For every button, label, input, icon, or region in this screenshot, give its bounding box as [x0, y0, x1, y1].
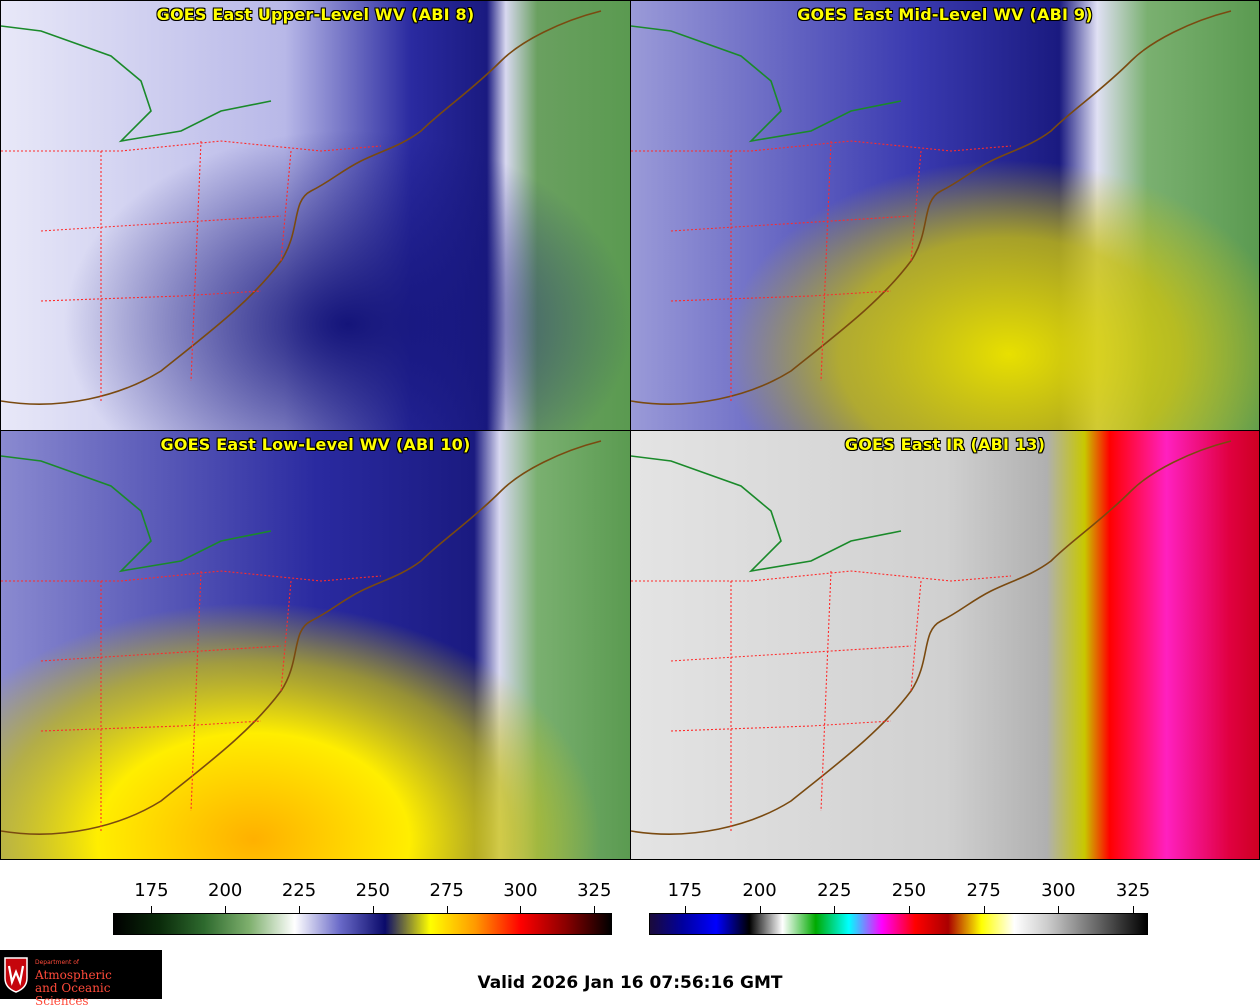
international-border-path: [631, 455, 902, 573]
colorbar-tick-mark: [594, 906, 596, 913]
international-border-path: [1, 455, 272, 573]
panel-title: GOES East Low-Level WV (ABI 10): [160, 435, 471, 454]
state-borders-path: [631, 140, 1012, 401]
logo-dept: Department of: [35, 959, 79, 966]
colorbar-tick-mark: [684, 906, 686, 913]
map-panel-mid-wv: GOES East Mid-Level WV (ABI 9): [630, 0, 1260, 431]
uw-shield-icon: [4, 957, 28, 993]
map-panel-ir: GOES East IR (ABI 13): [630, 430, 1260, 860]
colorbar-tick-label: 225: [817, 880, 852, 901]
aos-logo: Department of Atmospheric and Oceanic Sc…: [0, 950, 162, 1008]
colorbar-tick-mark: [299, 906, 301, 913]
colorbar-tick-mark: [225, 906, 227, 913]
coastline-path: [1, 440, 602, 835]
valid-time: Valid 2026 Jan 16 07:56:16 GMT: [477, 973, 783, 993]
panel-title: GOES East Mid-Level WV (ABI 9): [797, 5, 1093, 24]
colorbar-tick-label: 225: [281, 880, 317, 901]
colorbar-tick-mark: [1058, 906, 1060, 913]
logo-line1: Atmospheric: [35, 968, 112, 982]
coastline-path: [1, 10, 602, 405]
colorbar-tick-label: 325: [1115, 880, 1151, 901]
colorbar-tick-mark: [372, 906, 374, 913]
colorbar-wv-ticks: 175 200 225 250 275 300 325: [113, 880, 612, 913]
map-panel-upper-wv: GOES East Upper-Level WV (ABI 8): [0, 0, 631, 431]
colorbar-tick-mark: [151, 906, 153, 913]
colorbar-tick-label: 175: [134, 880, 169, 901]
colorbar-tick-label: 200: [208, 880, 243, 901]
colorbar-ir-ticks: 175 200 225 250 275 300 325: [649, 880, 1151, 913]
colorbar-tick-label: 250: [891, 880, 927, 901]
state-borders-path: [1, 140, 382, 401]
panel-title: GOES East Upper-Level WV (ABI 8): [156, 5, 475, 24]
mid-wv-imagery: [631, 1, 1259, 430]
colorbar-tick-label: 200: [742, 880, 777, 901]
colorbar-tick-label: 325: [577, 880, 612, 901]
colorbar-tick-mark: [908, 906, 910, 913]
panel-title: GOES East IR (ABI 13): [844, 435, 1046, 454]
coastline-path: [631, 440, 1232, 835]
low-wv-imagery: [1, 431, 630, 859]
colorbar-tick-mark: [759, 906, 761, 913]
colorbar-tick-mark: [983, 906, 985, 913]
upper-wv-imagery: [1, 1, 630, 430]
international-border-path: [631, 25, 902, 143]
colorbar-tick-label: 275: [429, 880, 464, 901]
international-border-path: [1, 25, 272, 143]
colorbar-tick-label: 300: [503, 880, 538, 901]
colorbar-tick-mark: [834, 906, 836, 913]
state-borders-path: [631, 570, 1012, 831]
colorbar-tick-label: 250: [355, 880, 391, 901]
map-panel-low-wv: GOES East Low-Level WV (ABI 10): [0, 430, 631, 860]
ir-imagery: [631, 431, 1259, 859]
colorbar-tick-label: 300: [1041, 880, 1076, 901]
colorbar-tick-mark: [446, 906, 448, 913]
state-borders-path: [1, 570, 382, 831]
colorbar-ir: [649, 913, 1148, 935]
coastline-path: [631, 10, 1232, 405]
colorbar-tick-label: 175: [667, 880, 703, 901]
colorbar-wv: [113, 913, 612, 935]
colorbar-tick-mark: [1133, 906, 1135, 913]
colorbar-tick-mark: [520, 906, 522, 913]
colorbar-tick-label: 275: [966, 880, 1001, 901]
